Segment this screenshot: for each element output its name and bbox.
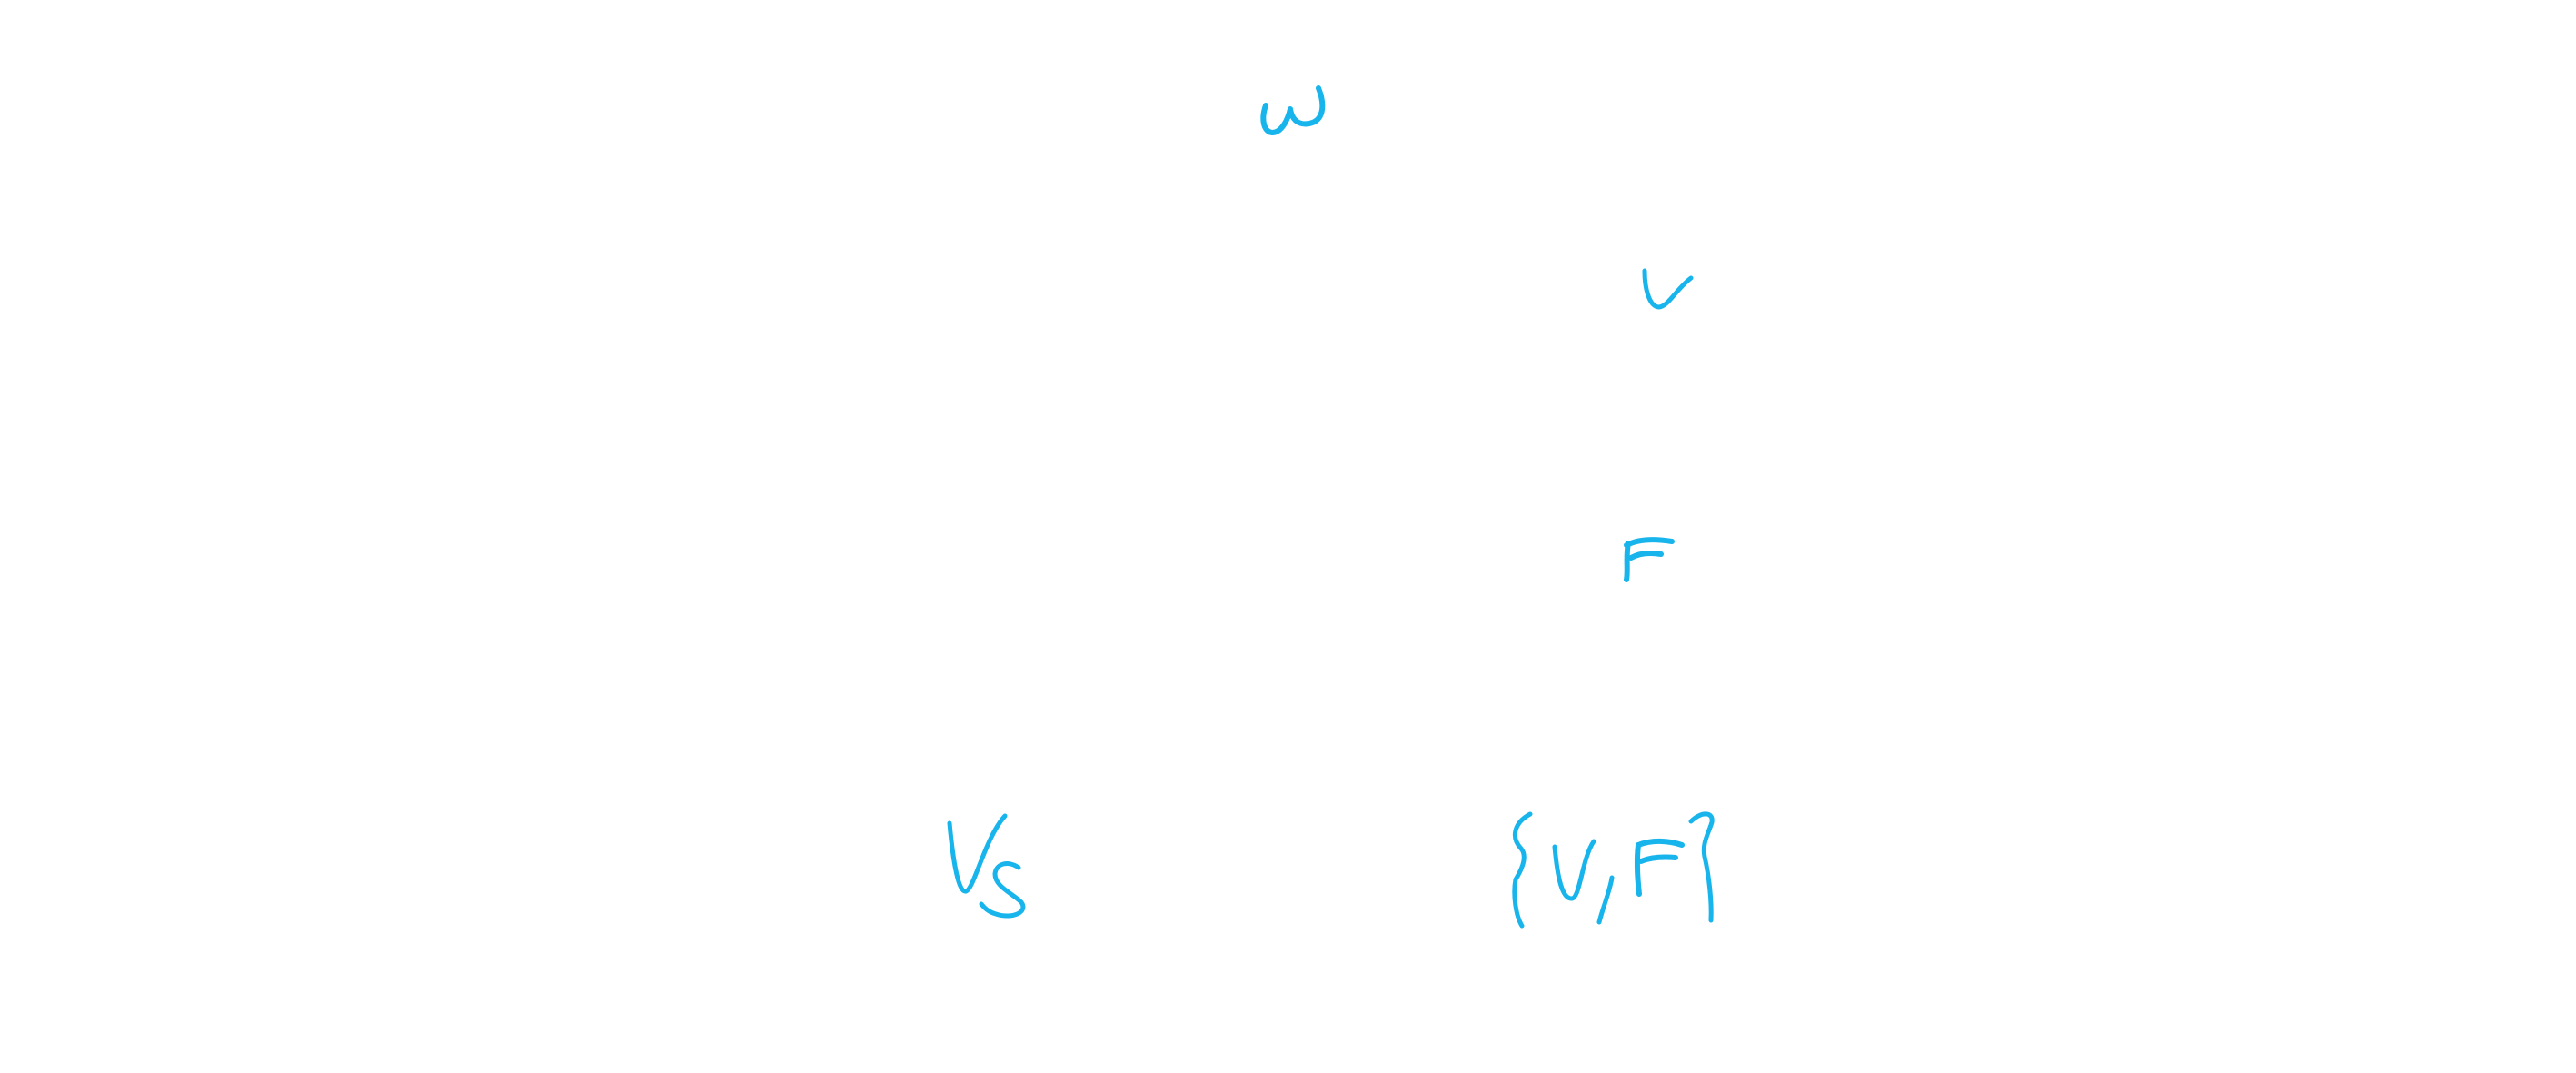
label-set-vf — [1512, 811, 1715, 929]
set-v-stroke — [1552, 839, 1596, 901]
v-stroke — [1642, 268, 1694, 310]
f-stroke-vertical — [1624, 541, 1631, 582]
label-omega — [1260, 85, 1326, 135]
omega-stroke — [1260, 85, 1326, 135]
set-close-brace — [1688, 811, 1715, 923]
label-v — [1642, 268, 1694, 310]
set-f-top — [1636, 838, 1685, 848]
f-stroke-top — [1624, 537, 1675, 548]
label-vs — [947, 813, 1026, 919]
vs-v-stroke — [947, 813, 1008, 894]
label-f — [1624, 537, 1675, 582]
set-f-middle — [1638, 854, 1678, 864]
set-f-vertical — [1634, 842, 1642, 897]
vs-s-stroke — [979, 861, 1026, 919]
f-stroke-middle — [1628, 551, 1664, 561]
set-open-brace — [1512, 811, 1533, 929]
set-comma-stroke — [1596, 875, 1615, 925]
